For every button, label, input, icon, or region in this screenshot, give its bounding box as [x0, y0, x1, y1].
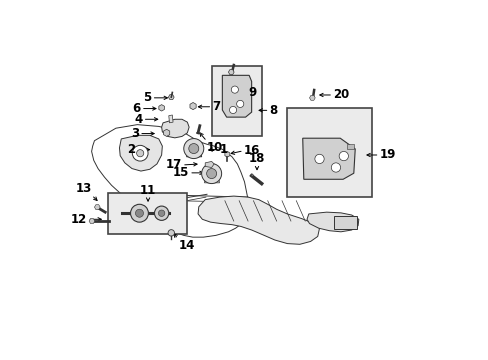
Text: 16: 16 [244, 144, 260, 157]
Circle shape [229, 107, 236, 113]
Text: 9: 9 [247, 86, 256, 99]
Text: 6: 6 [132, 102, 141, 115]
Text: 3: 3 [131, 127, 139, 140]
Text: 10: 10 [206, 141, 223, 154]
Circle shape [132, 145, 148, 161]
Bar [286, 108, 372, 197]
Text: 8: 8 [269, 104, 277, 117]
Polygon shape [162, 119, 189, 138]
Circle shape [331, 163, 340, 172]
Circle shape [135, 209, 143, 217]
Circle shape [154, 206, 168, 220]
Text: 14: 14 [178, 239, 194, 252]
Circle shape [188, 144, 198, 154]
Polygon shape [168, 115, 173, 123]
Text: 12: 12 [71, 213, 87, 226]
Text: 17: 17 [165, 158, 182, 171]
Polygon shape [224, 152, 229, 157]
Circle shape [206, 168, 216, 179]
Text: 20: 20 [332, 89, 348, 102]
Polygon shape [250, 174, 253, 176]
Polygon shape [119, 135, 162, 171]
Polygon shape [189, 103, 196, 110]
Bar [108, 193, 186, 234]
Circle shape [168, 230, 174, 236]
Polygon shape [228, 69, 234, 75]
Polygon shape [222, 75, 251, 117]
Circle shape [231, 86, 238, 93]
Polygon shape [168, 95, 174, 100]
Circle shape [339, 152, 348, 161]
Polygon shape [186, 151, 201, 157]
Text: 4: 4 [134, 113, 142, 126]
Polygon shape [346, 144, 353, 149]
Polygon shape [198, 196, 319, 244]
Text: 13: 13 [75, 182, 91, 195]
Text: 18: 18 [248, 152, 264, 165]
Polygon shape [302, 138, 354, 179]
Circle shape [136, 150, 143, 157]
Text: 15: 15 [172, 166, 189, 179]
Polygon shape [163, 129, 169, 136]
Circle shape [183, 139, 203, 158]
Bar [211, 66, 261, 136]
Polygon shape [204, 178, 219, 183]
Circle shape [158, 210, 164, 216]
Circle shape [201, 163, 221, 184]
Polygon shape [333, 216, 356, 229]
Polygon shape [94, 205, 100, 210]
Text: 2: 2 [127, 143, 135, 156]
Text: 11: 11 [140, 184, 156, 197]
Text: 1: 1 [219, 143, 227, 156]
Circle shape [236, 100, 244, 108]
Text: 7: 7 [212, 100, 220, 113]
Text: 19: 19 [379, 148, 395, 162]
Circle shape [314, 154, 324, 163]
Polygon shape [205, 161, 214, 167]
Circle shape [130, 204, 148, 222]
Polygon shape [89, 219, 95, 224]
Polygon shape [159, 105, 164, 111]
Polygon shape [309, 95, 315, 100]
Polygon shape [306, 212, 358, 232]
Text: 5: 5 [143, 91, 151, 104]
